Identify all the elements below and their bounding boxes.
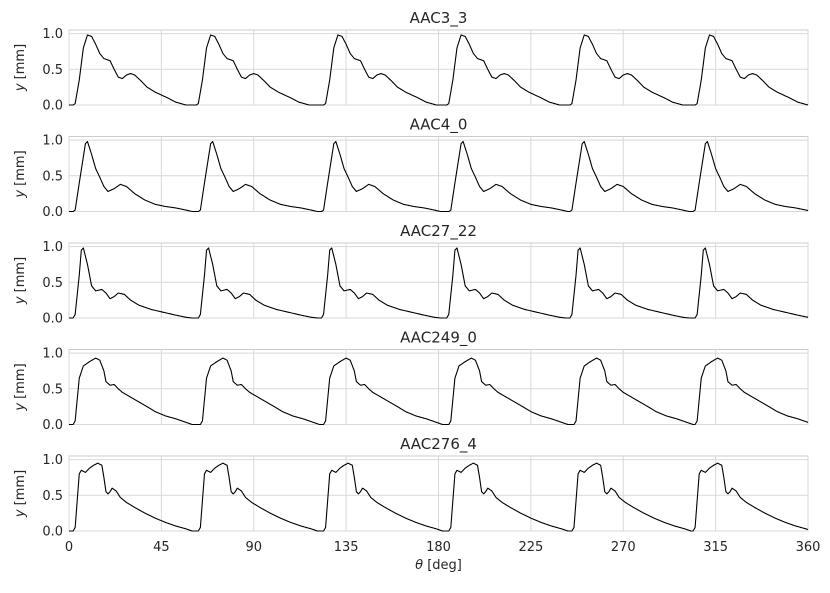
y-axis-label-unit: [mm] — [13, 470, 28, 510]
panel-1: AAC3_3 0.0 0.5 1.0 y [mm] — [13, 9, 809, 114]
panel-3: AAC27_22 0.0 0.5 1.0 y [mm] — [13, 222, 809, 327]
panels-container: AAC3_3 0.0 0.5 1.0 y [mm] AAC4_0 0.0 0.5 1.0 y [m… — [13, 9, 809, 540]
panel-5: AAC276_4 0.0 0.5 1.0 y [mm] — [13, 435, 809, 540]
y-axis-label-unit: [mm] — [13, 363, 28, 403]
x-tick-label: 135 — [334, 540, 359, 555]
y-tick-label: 1.0 — [42, 453, 63, 468]
y-tick-label: 0.5 — [42, 63, 63, 78]
panel-title: AAC276_4 — [400, 435, 477, 454]
y-tick-label: 0.0 — [42, 418, 63, 433]
x-tick-label: 315 — [703, 540, 728, 555]
x-tick-label: 180 — [426, 540, 451, 555]
y-axis-label-symbol: y — [13, 509, 28, 518]
y-axis-label-unit: [mm] — [13, 44, 28, 84]
y-axis-label-unit: [mm] — [13, 150, 28, 190]
y-axis-label-symbol: y — [13, 296, 28, 305]
x-tick-label: 45 — [153, 540, 170, 555]
x-tick-label: 90 — [245, 540, 262, 555]
panel-2: AAC4_0 0.0 0.5 1.0 y [mm] — [13, 116, 809, 220]
panel-title: AAC27_22 — [400, 222, 477, 241]
y-tick-label: 1.0 — [42, 134, 63, 149]
x-axis-label-unit: [deg] — [423, 558, 462, 573]
y-tick-label: 0.5 — [42, 489, 63, 504]
y-axis-label-symbol: y — [13, 83, 28, 92]
y-axis-label-symbol: y — [13, 403, 28, 412]
y-axis-label: y [mm] — [13, 470, 28, 518]
series-line — [68, 140, 809, 213]
y-axis-label-symbol: y — [13, 190, 28, 199]
y-axis-label: y [mm] — [13, 150, 28, 198]
x-tick-label: 225 — [518, 540, 543, 555]
series-line — [68, 247, 809, 319]
x-axis-label-symbol: θ — [415, 558, 423, 573]
x-tick-labels: 0 45 90 135 180 225 270 315 360 — [65, 540, 821, 555]
y-axis-label: y [mm] — [13, 257, 28, 305]
panel-title: AAC4_0 — [410, 116, 468, 135]
y-tick-label: 0.0 — [42, 205, 63, 220]
y-tick-label: 0.5 — [42, 169, 63, 184]
panel-title: AAC3_3 — [410, 9, 468, 28]
series-line — [68, 462, 809, 532]
y-axis-label: y [mm] — [13, 44, 28, 92]
x-tick-label: 0 — [65, 540, 73, 555]
y-tick-label: 0.0 — [42, 312, 63, 327]
y-tick-label: 0.5 — [42, 382, 63, 397]
series-line — [68, 34, 809, 106]
panel-title: AAC249_0 — [400, 329, 477, 348]
y-tick-label: 0.0 — [42, 525, 63, 540]
y-tick-label: 1.0 — [42, 240, 63, 255]
panel-4: AAC249_0 0.0 0.5 1.0 y [mm] — [13, 329, 809, 433]
y-tick-label: 1.0 — [42, 27, 63, 42]
x-tick-label: 360 — [796, 540, 821, 555]
y-tick-label: 0.0 — [42, 99, 63, 114]
y-tick-label: 1.0 — [42, 347, 63, 362]
y-axis-label: y [mm] — [13, 363, 28, 411]
y-axis-label-unit: [mm] — [13, 257, 28, 297]
x-axis-label: θ [deg] — [415, 558, 462, 573]
x-tick-label: 270 — [611, 540, 636, 555]
series-line — [68, 357, 809, 426]
y-tick-label: 0.5 — [42, 276, 63, 291]
